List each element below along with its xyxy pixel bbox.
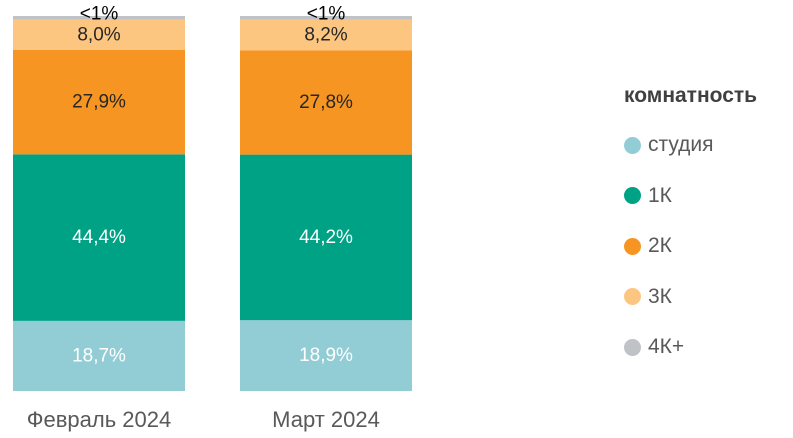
data-label-2-3: 27,8% (299, 92, 353, 113)
data-label-1-5: <1% (80, 4, 119, 25)
legend-swatch-5 (624, 338, 641, 356)
bar-segment-1-3 (13, 49, 185, 155)
bar-segment-2-4 (240, 19, 412, 51)
legend-item-2: 1К (624, 171, 757, 222)
legend-item-5: 4К+ (624, 322, 757, 373)
data-label-2-2: 44,2% (299, 227, 353, 248)
category-label-1: Февраль 2024 (27, 407, 171, 432)
data-label-2-5: <1% (307, 4, 346, 25)
bar-segment-2-5 (240, 16, 412, 20)
data-label-1-3: 27,9% (72, 92, 126, 113)
bar-segment-1-1 (13, 320, 185, 391)
legend-item-1: студия (624, 120, 757, 171)
bar-segment-2-1 (240, 320, 412, 391)
legend-label-5: 4К+ (648, 335, 685, 359)
bar-segment-2-2 (240, 154, 412, 321)
bar-segment-1-2 (13, 154, 185, 321)
data-label-1-4: 8,0% (77, 24, 120, 45)
bar-segment-1-5 (13, 16, 185, 20)
data-label-2-4: 8,2% (304, 25, 347, 46)
bar-segment-1-4 (13, 19, 185, 50)
legend-item-4: 3К (624, 272, 757, 323)
legend-label-4: 3К (648, 284, 672, 308)
legend-label-3: 2К (648, 234, 672, 258)
legend-swatch-1 (624, 136, 641, 154)
legend-items: студия 1К 2К 3К 4К+ (624, 120, 757, 373)
data-label-1-2: 44,4% (72, 227, 126, 248)
legend-item-3: 2К (624, 221, 757, 272)
legend-swatch-3 (624, 237, 641, 255)
data-label-2-1: 18,9% (299, 345, 353, 366)
legend-swatch-4 (624, 288, 641, 306)
bar-segment-2-3 (240, 50, 412, 155)
data-label-1-1: 18,7% (72, 345, 126, 366)
legend-swatch-2 (624, 187, 641, 205)
legend-title: комнатность (624, 84, 758, 107)
legend-label-2: 1К (648, 183, 672, 207)
legend: комнатность студия 1К 2К 3К 4К+ (624, 84, 757, 373)
category-label-2: Март 2024 (272, 407, 380, 432)
legend-label-1: студия (648, 133, 714, 157)
